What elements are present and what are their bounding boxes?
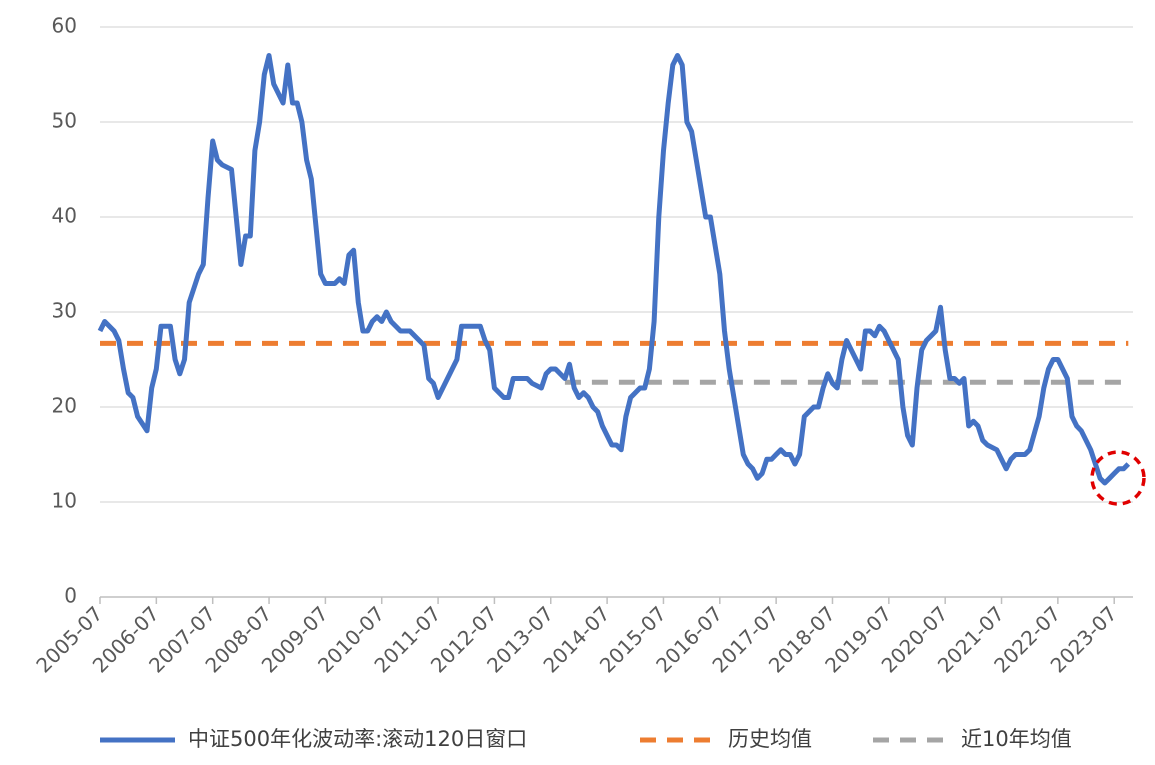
plot-area: 01020304050602005-072006-072007-072008-0… <box>31 14 1133 751</box>
y-tick-label: 50 <box>52 109 77 133</box>
y-tick-label: 40 <box>52 204 77 228</box>
y-tick-label: 10 <box>52 489 77 513</box>
legend-label: 近10年均值 <box>961 727 1072 751</box>
y-tick-label: 60 <box>52 14 77 38</box>
y-tick-label: 0 <box>64 584 77 608</box>
highlight-circle <box>1090 450 1146 506</box>
y-tick-label: 30 <box>52 299 77 323</box>
series-line <box>97 53 1131 486</box>
y-tick-label: 20 <box>52 394 77 418</box>
legend-label: 历史均值 <box>728 727 812 751</box>
legend-label: 中证500年化波动率:滚动120日窗口 <box>188 727 527 751</box>
